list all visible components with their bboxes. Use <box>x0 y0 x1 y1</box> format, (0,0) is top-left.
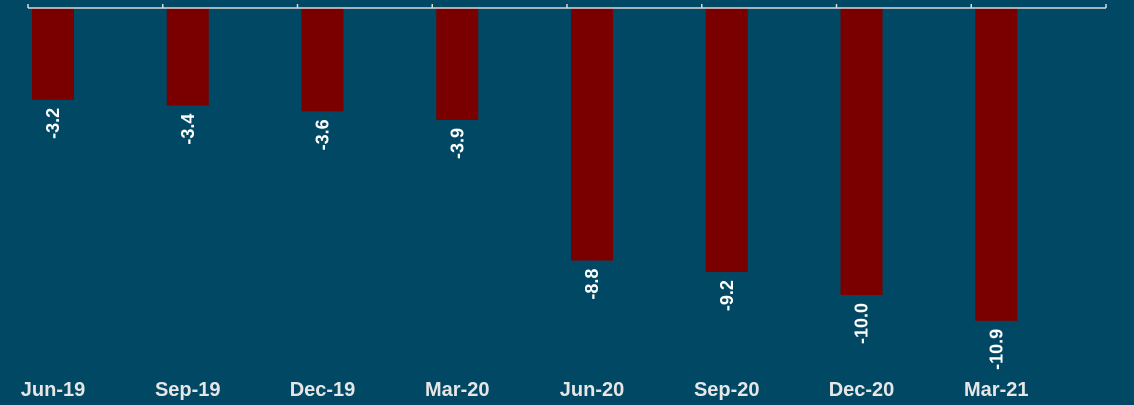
data-label-sep-20: -9.2 <box>717 280 737 311</box>
x-tick-label-dec-19: Dec-19 <box>290 379 356 401</box>
x-tick-label-jun-20: Jun-20 <box>560 379 624 401</box>
data-label-mar-20: -3.9 <box>447 128 467 159</box>
x-axis <box>27 4 1107 9</box>
data-label-dec-20: -10.0 <box>852 303 872 344</box>
data-labels-group: -3.2 -3.4 -3.6 -3.9 -8.8 -9.2 -10.0 -10.9 <box>43 108 1006 370</box>
data-label-jun-19: -3.2 <box>43 108 63 139</box>
data-label-mar-21: -10.9 <box>986 329 1006 370</box>
bar-dec-19 <box>301 8 344 112</box>
x-tick-label-jun-19: Jun-19 <box>21 379 85 401</box>
bar-dec-20 <box>840 8 883 295</box>
x-tick-label-mar-20: Mar-20 <box>425 379 489 401</box>
x-tick-label-mar-21: Mar-21 <box>964 379 1028 401</box>
bar-sep-20 <box>705 8 748 273</box>
data-label-jun-20: -8.8 <box>582 269 602 300</box>
x-tick-label-sep-20: Sep-20 <box>694 379 760 401</box>
data-label-sep-19: -3.4 <box>178 114 198 145</box>
bar-jun-19 <box>32 8 74 100</box>
bar-mar-21 <box>975 8 1018 321</box>
bar-jun-20 <box>571 8 613 261</box>
data-label-dec-19: -3.6 <box>313 119 333 150</box>
x-tick-label-sep-19: Sep-19 <box>155 379 221 401</box>
x-tick-label-dec-20: Dec-20 <box>829 379 895 401</box>
bars-group <box>32 8 1018 321</box>
bar-sep-19 <box>166 8 209 106</box>
x-tick-labels-group: Jun-19 Sep-19 Dec-19 Mar-20 Jun-20 Sep-20 Dec-… <box>21 379 1029 401</box>
bar-mar-20 <box>436 8 479 120</box>
